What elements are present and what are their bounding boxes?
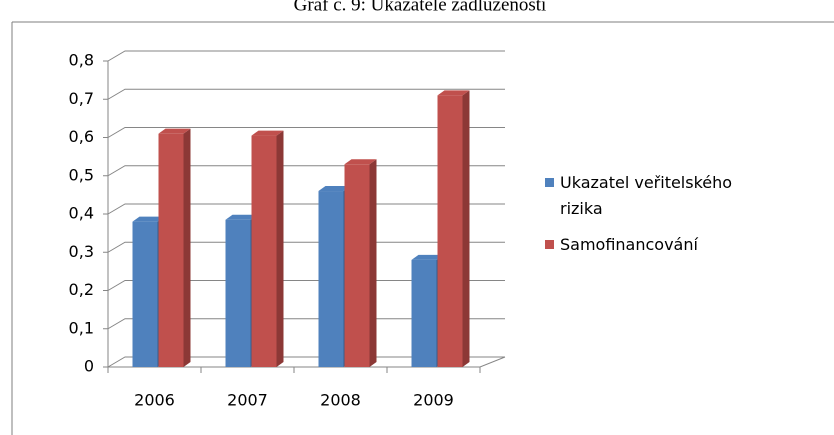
bar — [437, 90, 470, 368]
x-tick-label: 2009 — [413, 391, 454, 410]
y-tick-label: 0,1 — [69, 318, 94, 337]
bar-top — [437, 90, 470, 96]
bar-front — [251, 135, 277, 367]
bar-top — [225, 214, 258, 220]
bar-front — [158, 133, 184, 367]
bar — [344, 159, 377, 367]
bar — [251, 130, 284, 367]
bar-top — [132, 216, 165, 222]
x-tick-label: 2007 — [227, 391, 268, 410]
y-tick-label: 0,2 — [69, 280, 94, 299]
bar-top — [158, 128, 191, 134]
bar-front — [318, 191, 344, 367]
bar-side — [183, 128, 191, 367]
bar-side — [462, 90, 470, 368]
grid-line — [107, 165, 505, 177]
bar — [158, 128, 191, 367]
bar-side — [276, 130, 284, 367]
x-tick-label: 2006 — [134, 391, 175, 410]
bar-front — [437, 95, 463, 368]
bar-top — [251, 130, 284, 136]
y-tick-label: 0,6 — [69, 127, 94, 146]
grid-line — [107, 318, 505, 330]
y-tick-label: 0,3 — [69, 242, 94, 261]
bar-front — [411, 259, 437, 367]
y-tick-label: 0 — [84, 357, 94, 376]
grid-line — [107, 203, 505, 215]
grid-line — [107, 88, 505, 100]
grid-line — [107, 241, 505, 253]
y-tick-label: 0,5 — [69, 165, 94, 184]
y-tick-label: 0,8 — [69, 51, 94, 70]
grid-line — [107, 127, 505, 138]
bar-front — [225, 219, 251, 367]
bar-top — [318, 186, 351, 192]
y-tick-label: 0,4 — [69, 204, 94, 223]
bar-top — [344, 159, 377, 165]
bar-top — [411, 254, 444, 260]
x-tick-label: 2008 — [320, 391, 361, 410]
bar-front — [344, 164, 370, 367]
legend-swatch — [545, 240, 554, 249]
legend-swatch — [545, 178, 554, 187]
y-tick-label: 0,7 — [69, 89, 94, 108]
bar-front — [132, 221, 158, 367]
legend-label: Ukazatel veřitelského rizika — [560, 173, 733, 218]
grid-line — [107, 50, 505, 62]
chart-title: Graf č. 9: Ukazatele zadluženosti — [294, 0, 547, 15]
grid-line — [107, 356, 505, 368]
grid-line — [107, 280, 505, 291]
legend-label: Samofinancování — [560, 235, 698, 254]
bar-side — [369, 159, 377, 367]
